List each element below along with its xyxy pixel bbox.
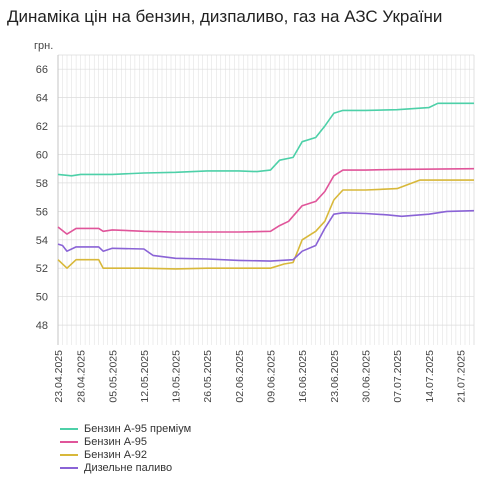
legend-label: Бензин А-95 преміум xyxy=(84,422,192,435)
y-tick-label: 60 xyxy=(36,150,48,162)
legend-swatch xyxy=(60,440,78,443)
y-tick-label: 50 xyxy=(36,292,48,304)
y-tick-label: 66 xyxy=(36,64,48,76)
y-tick-label: 54 xyxy=(36,235,48,247)
y-tick-labels: 48 50 52 54 56 58 60 62 64 66 xyxy=(36,64,48,332)
y-tick-label: 52 xyxy=(36,263,48,275)
x-tick-labels: 23.04.2025 28.04.2025 05.05.2025 12.05.2025… xyxy=(53,350,467,403)
line-chart: 48 50 52 54 56 58 60 62 64 66 23.04.2025 28.04.202… xyxy=(34,40,475,403)
legend-item: Дизельне паливо xyxy=(60,461,191,474)
series-line xyxy=(57,167,475,235)
x-tick-label: 05.05.2025 xyxy=(107,350,119,403)
x-tick-label: 02.06.2025 xyxy=(234,350,246,403)
series-line xyxy=(57,209,475,262)
x-tick-label: 16.06.2025 xyxy=(297,350,309,403)
series-lines xyxy=(57,102,475,270)
x-tick-label: 23.06.2025 xyxy=(329,350,341,403)
legend-swatch xyxy=(60,453,78,456)
legend-swatch xyxy=(60,466,78,469)
legend-item: Бензин А-95 преміум xyxy=(60,422,191,435)
x-tick-label: 23.04.2025 xyxy=(53,350,65,403)
x-tick-label: 26.05.2025 xyxy=(202,350,214,403)
y-tick-label: 64 xyxy=(36,93,48,105)
series-line xyxy=(57,102,474,177)
y-tick-label: 62 xyxy=(36,121,48,133)
legend-item: Бензин А-95 xyxy=(60,435,191,448)
legend-label: Бензин А-92 xyxy=(84,448,147,461)
grid xyxy=(57,54,475,345)
y-axis-unit-label: грн. xyxy=(34,40,53,52)
legend-swatch xyxy=(60,427,78,430)
legend: Бензин А-95 преміум Бензин А-95 Бензин А-9… xyxy=(60,422,191,474)
y-tick-label: 56 xyxy=(36,206,48,218)
y-tick-label: 58 xyxy=(36,178,48,190)
x-tick-label: 12.05.2025 xyxy=(139,350,151,403)
chart-title: Динаміка цін на бензин, дизпаливо, газ н… xyxy=(7,7,443,26)
x-tick-label: 30.06.2025 xyxy=(361,350,373,403)
series-line xyxy=(57,179,474,270)
x-tick-label: 07.07.2025 xyxy=(392,350,404,403)
x-tick-label: 09.06.2025 xyxy=(266,350,278,403)
legend-label: Дизельне паливо xyxy=(84,461,173,474)
x-tick-label: 21.07.2025 xyxy=(455,350,467,403)
x-tick-label: 14.07.2025 xyxy=(424,350,436,403)
x-tick-label: 19.05.2025 xyxy=(171,350,183,403)
y-tick-label: 48 xyxy=(36,320,48,332)
legend-item: Бензин А-92 xyxy=(60,448,191,461)
x-tick-label: 28.04.2025 xyxy=(76,350,88,403)
legend-label: Бензин А-95 xyxy=(84,435,147,448)
